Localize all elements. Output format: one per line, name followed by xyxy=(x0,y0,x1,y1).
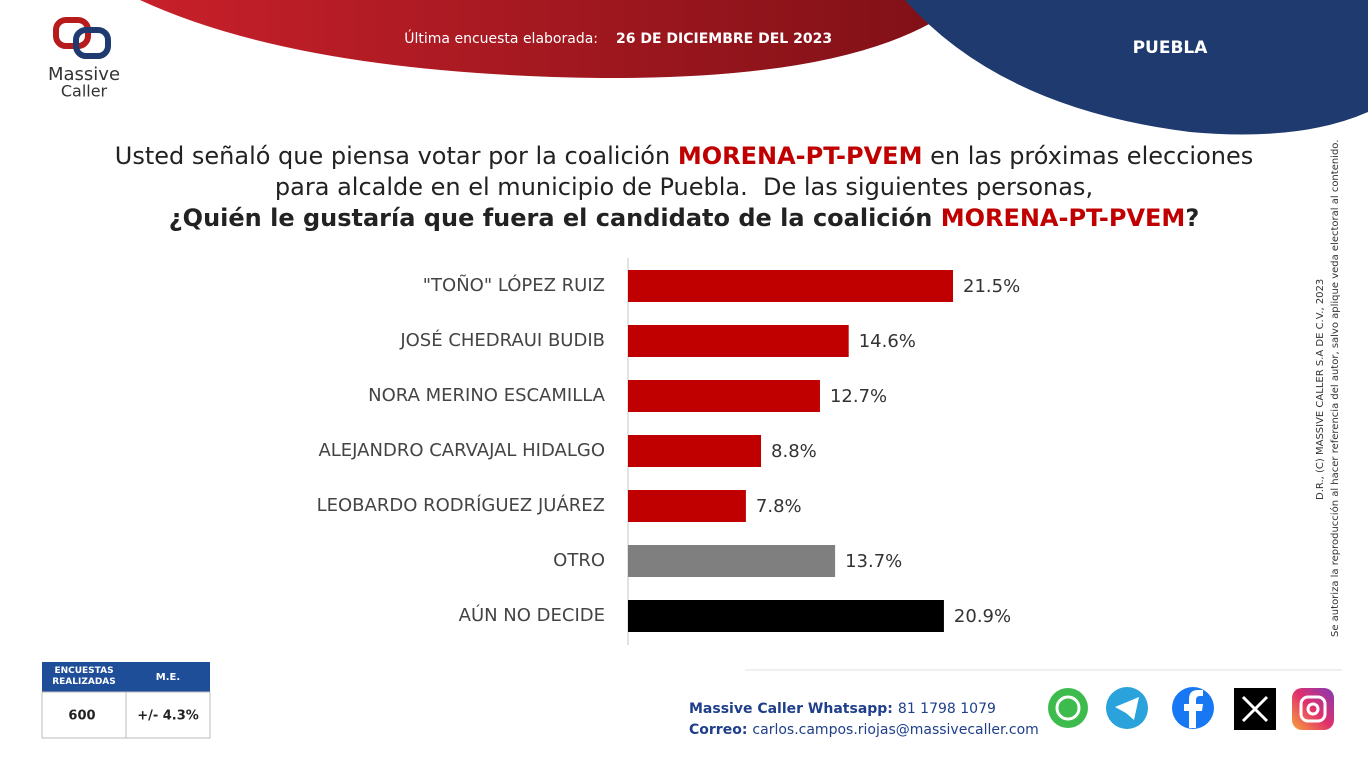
facebook-glyph xyxy=(1184,690,1203,728)
question-text: ¿Quién le gustaría que fuera el candidat… xyxy=(169,204,941,232)
label: Massive Caller Whatsapp: xyxy=(689,701,893,717)
table-header-text: M.E. xyxy=(156,672,180,683)
logo: Massive Caller xyxy=(48,17,120,101)
table-cell: 600 xyxy=(68,709,95,724)
bar xyxy=(628,380,820,412)
bar xyxy=(628,270,953,302)
copyright: Se autoriza la reproducción al hacer ref… xyxy=(1329,140,1341,637)
contact-email: Correo: carlos.campos.riojas@massivecalle… xyxy=(689,722,1039,738)
value: 81 1798 1079 xyxy=(898,701,996,717)
question-line: para alcalde en el municipio de Puebla. … xyxy=(275,173,1093,201)
survey-date: 26 DE DICIEMBRE DEL 2023 xyxy=(616,31,832,47)
telegram-glyph xyxy=(1115,697,1139,720)
question-line: Usted señaló que piensa votar por la coa… xyxy=(115,142,1253,170)
question: Usted señaló que piensa votar por la coa… xyxy=(115,142,1253,232)
sample-table: ENCUESTAS REALIZADAS M.E. 600 +/- 4.3% xyxy=(41,662,211,739)
question-text: ? xyxy=(1185,204,1199,232)
bar xyxy=(628,325,849,357)
value-label: 8.8% xyxy=(771,441,817,462)
survey-label: Última encuesta elaborada: xyxy=(404,29,598,47)
table-cell: +/- 4.3% xyxy=(137,709,199,724)
value-label: 20.9% xyxy=(954,606,1011,627)
value-label: 12.7% xyxy=(830,386,887,407)
bar xyxy=(628,545,836,577)
question-highlight: MORENA-PT-PVEM xyxy=(941,204,1186,232)
question-line: ¿Quién le gustaría que fuera el candidat… xyxy=(169,204,1199,232)
instagram-glyph xyxy=(1299,695,1327,723)
category-label: "TOÑO" LÓPEZ RUIZ xyxy=(423,274,605,296)
instagram-glyph xyxy=(1306,702,1320,716)
logo-text: Caller xyxy=(61,82,108,101)
category-label: NORA MERINO ESCAMILLA xyxy=(368,385,606,406)
x-glyph xyxy=(1241,695,1269,723)
label: Correo: xyxy=(689,722,747,738)
category-label: OTRO xyxy=(553,550,605,571)
category-label: JOSÉ CHEDRAUI BUDIB xyxy=(399,329,605,351)
question-text: en las próximas elecciones xyxy=(922,142,1253,170)
logo-mark xyxy=(73,27,111,59)
table-header-cell: ENCUESTAS REALIZADAS xyxy=(52,666,116,687)
contact-whatsapp: Massive Caller Whatsapp: 81 1798 1079 xyxy=(689,701,996,717)
question-text: para alcalde en el municipio de Puebla. … xyxy=(275,173,1093,201)
question-text: Usted señaló que piensa votar por la coa… xyxy=(115,142,678,170)
value-label: 14.6% xyxy=(859,331,916,352)
bar xyxy=(628,490,746,522)
instagram-icon[interactable] xyxy=(1292,688,1334,730)
bar xyxy=(628,600,944,632)
value: carlos.campos.riojas@massivecaller.com xyxy=(752,722,1038,738)
question-highlight: MORENA-PT-PVEM xyxy=(678,142,923,170)
bar-chart: "TOÑO" LÓPEZ RUIZ 21.5% JOSÉ CHEDRAUI BUDI… xyxy=(317,270,1020,632)
header-red-shape xyxy=(140,0,965,79)
table-header-text: ENCUESTAS REALIZADAS xyxy=(52,666,116,687)
table-header xyxy=(42,662,210,692)
category-label: LEOBARDO RODRÍGUEZ JUÁREZ xyxy=(317,494,605,516)
bar xyxy=(628,435,762,467)
value-label: 13.7% xyxy=(845,551,902,572)
social-icons xyxy=(1048,687,1334,730)
region: PUEBLA xyxy=(1133,38,1209,58)
header-blue-shape xyxy=(905,0,1368,135)
value-label: 21.5% xyxy=(963,276,1020,297)
category-label: ALEJANDRO CARVAJAL HIDALGO xyxy=(318,440,605,461)
whatsapp-glyph xyxy=(1055,695,1081,721)
logo-text: Massive xyxy=(48,64,120,85)
copyright: D.R., (C) MASSIVE CALLER S.A DE C.V., 20… xyxy=(1315,279,1326,500)
value-label: 7.8% xyxy=(756,496,802,517)
whatsapp-icon[interactable] xyxy=(1048,688,1088,728)
category-label: AÚN NO DECIDE xyxy=(459,604,605,626)
